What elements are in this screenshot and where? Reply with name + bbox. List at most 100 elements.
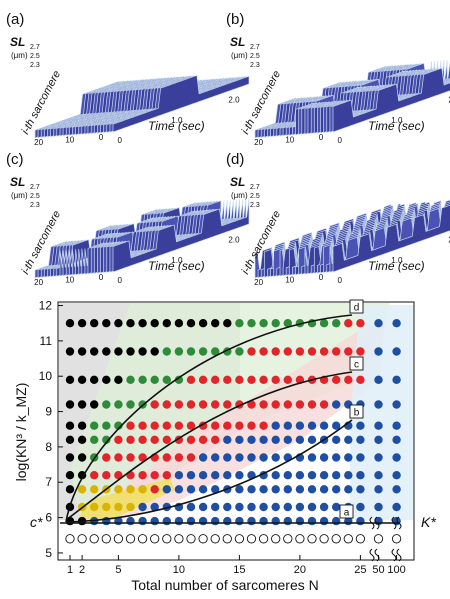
data-point-B <box>295 471 305 480</box>
data-point-B <box>235 453 244 462</box>
sarcomere-ribbon <box>112 198 250 273</box>
data-point-R <box>186 400 196 409</box>
data-point-R <box>259 375 268 384</box>
data-point-B <box>332 421 341 430</box>
data-point-B <box>356 453 365 462</box>
data-point-B <box>295 421 305 430</box>
data-point-R <box>90 471 99 480</box>
data-point-R <box>344 319 353 328</box>
data-point-K <box>77 421 87 430</box>
y-tick-label: 7 <box>45 475 52 489</box>
boundary-label: a <box>344 508 350 519</box>
z-tick-label: 2.5 <box>250 193 260 200</box>
data-point-o <box>355 534 366 544</box>
data-point-K <box>90 400 99 409</box>
data-point-K <box>65 453 75 462</box>
boundary-label: b <box>354 408 360 419</box>
z-tick-label: 2.3 <box>250 62 260 69</box>
data-point-B <box>283 471 292 480</box>
data-point-R <box>174 400 184 409</box>
data-point-R <box>283 347 292 356</box>
boundary-label-box <box>339 504 354 519</box>
data-point-B <box>211 516 220 526</box>
time-tick-label: 1.0 <box>391 116 403 125</box>
data-point-R <box>186 453 196 462</box>
time-axis-label: Time (sec) <box>368 259 425 273</box>
i-tick-label: 10 <box>285 275 294 284</box>
time-tick-label: 2.0 <box>448 96 450 105</box>
axis-break-mark <box>369 516 380 530</box>
x-tick-label: 10 <box>173 564 185 576</box>
data-point-Y <box>114 502 123 512</box>
data-point-R <box>211 435 220 444</box>
data-point-R <box>186 421 196 430</box>
data-point-G <box>126 400 135 409</box>
data-point-o <box>234 534 245 544</box>
data-point-G <box>259 319 268 328</box>
data-point-B <box>138 516 147 526</box>
data-point-G <box>211 347 220 356</box>
data-point-o <box>77 534 87 544</box>
z-axis-unit: (μm) <box>231 191 248 200</box>
x-tick-label: 50 <box>372 564 384 576</box>
data-point-B <box>392 485 401 494</box>
data-point-K <box>126 319 135 328</box>
panel-label: (a) <box>6 11 24 28</box>
data-point-G <box>126 375 135 384</box>
data-point-B <box>223 435 232 444</box>
data-point-R <box>271 400 280 409</box>
data-point-K <box>114 319 123 328</box>
data-point-o <box>125 534 136 544</box>
data-point-B <box>392 471 401 480</box>
z-tick-label: 2.3 <box>30 62 40 69</box>
data-point-R <box>162 435 171 444</box>
data-point-B <box>319 502 329 512</box>
i-tick-label: 0 <box>99 133 104 142</box>
data-point-B <box>332 400 341 409</box>
data-point-K <box>114 375 123 384</box>
data-point-K <box>102 347 111 356</box>
data-point-B <box>271 502 280 512</box>
z-tick-label: 2.3 <box>30 202 40 209</box>
c-star-label: c* <box>30 514 43 530</box>
data-point-G <box>235 347 244 356</box>
data-point-R <box>138 471 147 480</box>
data-point-B <box>392 435 401 444</box>
time-tick-label: 1.0 <box>171 116 183 125</box>
data-point-B <box>247 516 256 526</box>
data-point-R <box>102 453 111 462</box>
data-point-B <box>374 435 383 444</box>
time-axis-label: Time (sec) <box>368 119 425 133</box>
data-point-B <box>271 421 280 430</box>
data-point-G <box>102 421 111 430</box>
y-tick-label: 12 <box>39 299 53 313</box>
data-point-R <box>126 453 135 462</box>
z-tick-label: 2.3 <box>250 202 260 209</box>
data-point-B <box>295 435 305 444</box>
data-point-B <box>186 471 196 480</box>
data-point-B <box>162 516 171 526</box>
data-point-R <box>126 435 135 444</box>
x-tick-label: 2 <box>79 564 85 576</box>
i-tick-label: 10 <box>65 275 74 284</box>
data-point-B <box>392 400 401 409</box>
data-point-B <box>319 516 329 526</box>
data-point-R <box>319 347 329 356</box>
data-point-R <box>332 375 341 384</box>
data-point-B <box>295 485 305 494</box>
data-point-B <box>174 485 184 494</box>
data-point-o <box>89 534 99 544</box>
data-point-G <box>186 347 196 356</box>
y-tick-label: 8 <box>45 440 52 454</box>
data-point-B <box>259 453 268 462</box>
data-point-B <box>307 516 317 526</box>
boundary-label: d <box>354 303 360 314</box>
data-point-R <box>271 347 280 356</box>
z-axis-label: SL <box>10 175 25 189</box>
data-point-B <box>223 453 232 462</box>
data-point-K <box>114 347 123 356</box>
boundary-label-box <box>349 404 364 419</box>
x-tick-label: 20 <box>294 564 306 576</box>
data-point-B <box>332 453 341 462</box>
